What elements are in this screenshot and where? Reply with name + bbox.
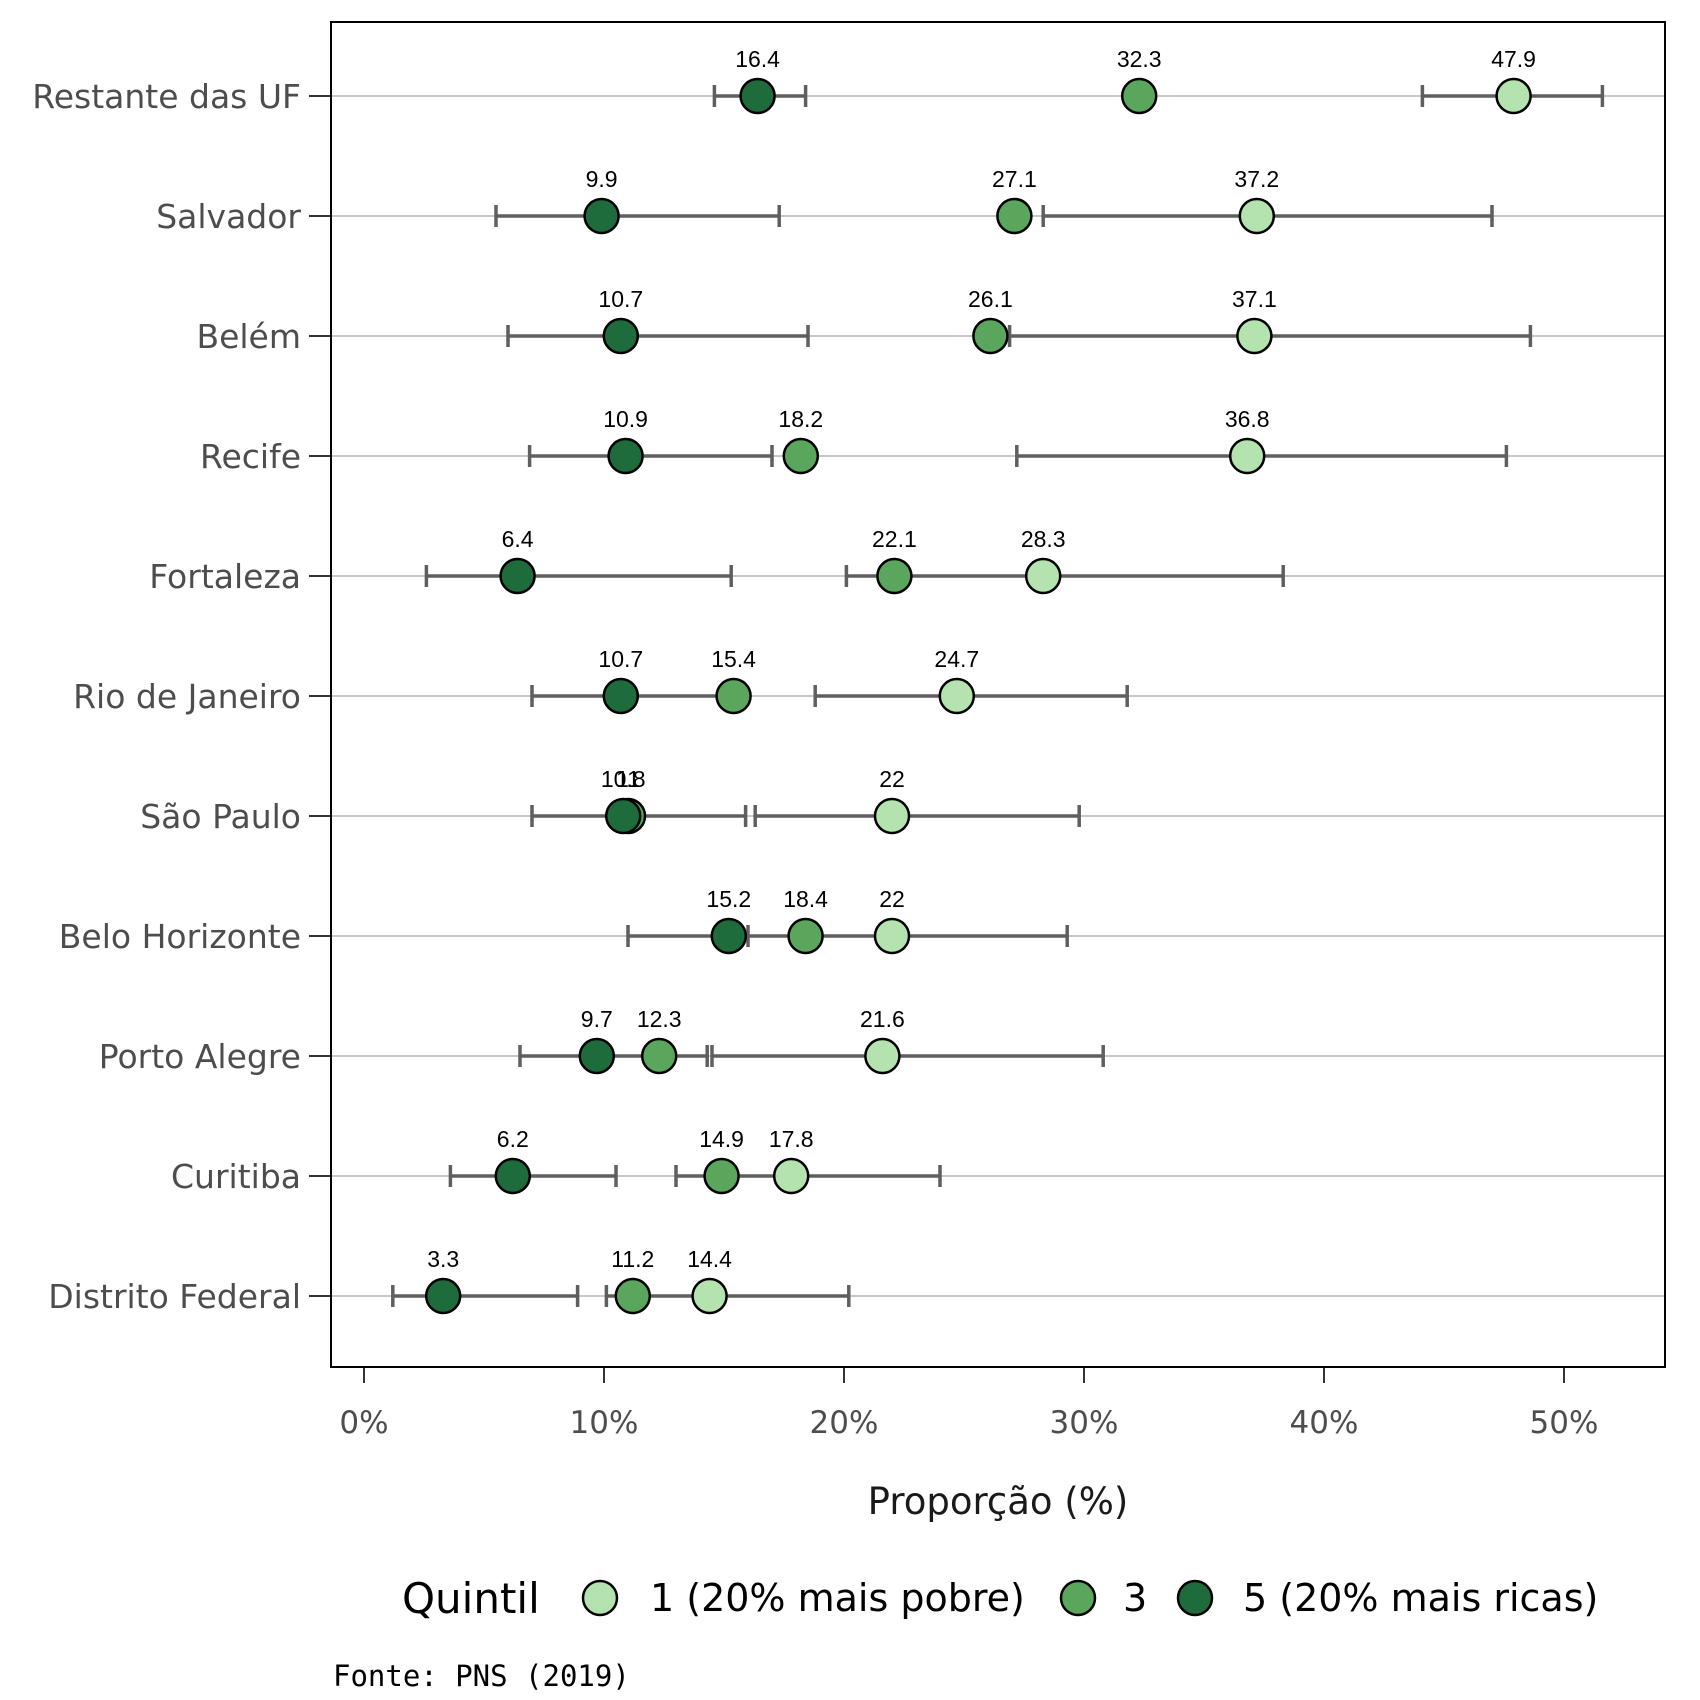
x-tick-label: 20% bbox=[810, 1405, 879, 1441]
data-label: 9.7 bbox=[581, 1006, 613, 1032]
data-label: 10.7 bbox=[598, 646, 643, 672]
data-point bbox=[607, 437, 644, 475]
data-label: 24.7 bbox=[934, 646, 979, 672]
category-label: Belém bbox=[196, 317, 301, 356]
category-label: Curitiba bbox=[171, 1157, 301, 1196]
source-note: Fonte: PNS (2019) bbox=[333, 1659, 630, 1693]
legend-title: Quintil bbox=[402, 1574, 540, 1623]
data-label: 28.3 bbox=[1021, 526, 1066, 552]
data-points bbox=[424, 77, 1532, 1315]
data-point bbox=[583, 197, 620, 235]
data-label: 22.1 bbox=[872, 526, 917, 552]
x-tick-label: 10% bbox=[570, 1405, 639, 1441]
legend-label: 3 bbox=[1123, 1576, 1147, 1620]
data-point bbox=[710, 917, 748, 955]
data-label: 16.4 bbox=[735, 46, 780, 72]
x-tick-label: 0% bbox=[339, 1405, 388, 1441]
category-label: Salvador bbox=[156, 197, 301, 236]
data-point bbox=[1238, 197, 1276, 235]
data-label: 6.2 bbox=[497, 1126, 529, 1152]
plot-frame bbox=[330, 21, 1666, 1368]
x-tick-label: 30% bbox=[1050, 1405, 1119, 1441]
data-label: 32.3 bbox=[1117, 46, 1162, 72]
data-point bbox=[578, 1037, 616, 1075]
data-labels: 47.9 37.2 37.1 36.8 28.3 24.7 22 22 21.6 17.8 14.4… bbox=[427, 46, 1536, 1272]
data-point bbox=[424, 1277, 462, 1315]
data-label: 14.9 bbox=[699, 1126, 744, 1152]
data-label: 10.7 bbox=[598, 286, 643, 312]
data-label: 36.8 bbox=[1225, 406, 1270, 432]
data-label: 9.9 bbox=[586, 166, 618, 192]
data-point bbox=[739, 77, 776, 115]
data-point bbox=[873, 797, 911, 835]
category-label: Restante das UF bbox=[32, 77, 301, 116]
data-point bbox=[703, 1157, 740, 1195]
category-label: São Paulo bbox=[140, 797, 301, 836]
data-label: 27.1 bbox=[992, 166, 1037, 192]
category-label: Rio de Janeiro bbox=[73, 677, 301, 716]
data-label: 47.9 bbox=[1491, 46, 1536, 72]
legend-swatch bbox=[1176, 1579, 1214, 1617]
data-label: 17.8 bbox=[769, 1126, 814, 1152]
category-label: Recife bbox=[200, 437, 301, 476]
data-label: 37.2 bbox=[1234, 166, 1279, 192]
data-label: 21.6 bbox=[860, 1006, 905, 1032]
data-point bbox=[499, 557, 536, 595]
data-point bbox=[715, 677, 752, 715]
data-point bbox=[876, 557, 913, 595]
data-label: 10.8 bbox=[601, 766, 646, 792]
legend: Quintil 1 (20% mais pobre) 3 5 (20% mais ri… bbox=[402, 1574, 1598, 1623]
data-point bbox=[640, 1037, 678, 1075]
data-label: 12.3 bbox=[637, 1006, 682, 1032]
data-point bbox=[602, 677, 640, 715]
data-point bbox=[782, 437, 820, 475]
data-point bbox=[604, 797, 642, 835]
legend-swatch bbox=[1059, 1579, 1097, 1617]
category-label: Distrito Federal bbox=[48, 1277, 301, 1316]
data-label: 37.1 bbox=[1232, 286, 1277, 312]
category-axis: Restante das UF Salvador Belém Recife Fortal… bbox=[32, 77, 331, 1316]
data-point bbox=[873, 917, 911, 955]
data-point bbox=[1495, 77, 1532, 115]
data-label: 6.4 bbox=[502, 526, 534, 552]
data-label: 18.2 bbox=[778, 406, 823, 432]
legend-swatch bbox=[581, 1579, 619, 1617]
data-point bbox=[938, 677, 976, 715]
data-point bbox=[1236, 317, 1273, 355]
x-axis-title: Proporção (%) bbox=[868, 1480, 1129, 1523]
data-label: 15.4 bbox=[711, 646, 756, 672]
legend-label: 1 (20% mais pobre) bbox=[650, 1576, 1025, 1620]
data-point bbox=[972, 317, 1009, 355]
data-label: 11.2 bbox=[611, 1246, 654, 1272]
data-point bbox=[691, 1277, 728, 1315]
data-point bbox=[787, 917, 824, 955]
category-label: Porto Alegre bbox=[99, 1037, 301, 1076]
data-label: 22 bbox=[879, 766, 905, 792]
data-label: 18.4 bbox=[783, 886, 828, 912]
data-point bbox=[1120, 77, 1158, 115]
data-label: 10.9 bbox=[603, 406, 648, 432]
data-point bbox=[864, 1037, 901, 1075]
legend-label: 5 (20% mais ricas) bbox=[1243, 1576, 1598, 1620]
data-point bbox=[996, 197, 1033, 235]
data-point bbox=[494, 1157, 532, 1195]
data-point bbox=[772, 1157, 810, 1195]
category-label: Belo Horizonte bbox=[59, 917, 301, 956]
data-point bbox=[614, 1277, 652, 1315]
data-label: 22 bbox=[879, 886, 905, 912]
category-label: Fortaleza bbox=[149, 557, 301, 596]
x-axis: 0% 10% 20% 30% 40% 50% bbox=[339, 1367, 1598, 1441]
data-label: 11 bbox=[616, 766, 640, 792]
data-label: 26.1 bbox=[968, 286, 1013, 312]
data-point bbox=[1024, 557, 1062, 595]
data-point bbox=[1228, 437, 1266, 475]
x-tick-label: 50% bbox=[1530, 1405, 1599, 1441]
data-label: 3.3 bbox=[427, 1246, 459, 1272]
data-point bbox=[602, 317, 640, 355]
data-label: 15.2 bbox=[706, 886, 751, 912]
x-tick-label: 40% bbox=[1290, 1405, 1359, 1441]
data-label: 14.4 bbox=[687, 1246, 732, 1272]
